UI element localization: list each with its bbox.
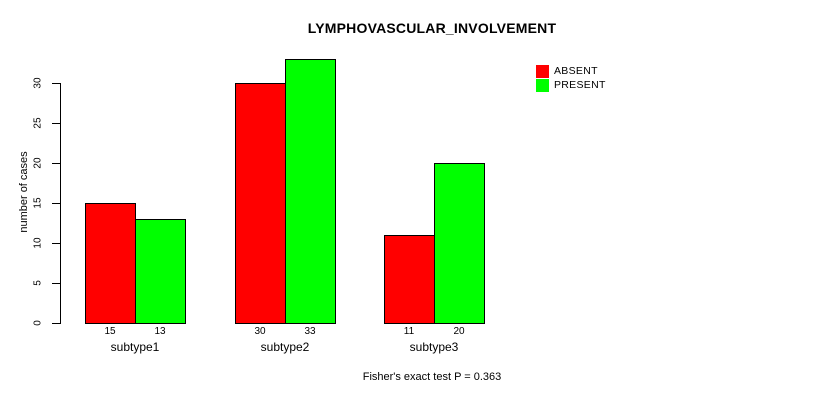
category-label-subtype1: subtype1	[110, 340, 160, 354]
y-tick-mark	[52, 283, 60, 284]
bar-present-subtype3	[434, 163, 485, 324]
y-tick-mark	[52, 323, 60, 324]
y-tick-label: 0	[32, 320, 44, 326]
bar-value-label: 30	[254, 326, 266, 337]
bar-present-subtype2	[285, 59, 336, 324]
y-tick-label: 10	[32, 237, 44, 249]
category-label-subtype3: subtype3	[409, 340, 459, 354]
legend-item-absent: ABSENT	[536, 64, 606, 78]
bar-value-label: 20	[453, 326, 465, 337]
legend-swatch-present	[536, 78, 549, 92]
y-tick-label: 15	[32, 197, 44, 209]
category-label-subtype2: subtype2	[260, 340, 310, 354]
y-tick-mark	[52, 123, 60, 124]
chart-title: LYMPHOVASCULAR_INVOLVEMENT	[307, 20, 557, 36]
bar-present-subtype1	[135, 219, 186, 324]
bar-value-label: 11	[403, 326, 415, 337]
y-tick-label: 20	[32, 157, 44, 169]
legend-swatch-absent	[536, 64, 549, 78]
bar-absent-subtype1	[85, 203, 136, 324]
y-tick-label: 5	[32, 280, 44, 286]
legend-label-present: PRESENT	[554, 79, 606, 91]
y-tick-mark	[52, 243, 60, 244]
annotation-fisher-test: Fisher's exact test P = 0.363	[362, 371, 502, 383]
bar-value-label: 15	[104, 326, 116, 337]
y-tick-mark	[52, 83, 60, 84]
y-axis-line	[60, 83, 61, 324]
legend: ABSENT PRESENT	[536, 64, 606, 92]
legend-item-present: PRESENT	[536, 78, 606, 92]
bar-absent-subtype2	[235, 83, 286, 324]
y-tick-label: 30	[32, 77, 44, 89]
legend-label-absent: ABSENT	[554, 65, 598, 77]
bar-value-label: 33	[304, 326, 316, 337]
y-tick-mark	[52, 163, 60, 164]
bar-absent-subtype3	[384, 235, 435, 324]
bar-value-label: 13	[154, 326, 166, 337]
y-tick-mark	[52, 203, 60, 204]
y-tick-label: 25	[32, 117, 44, 129]
